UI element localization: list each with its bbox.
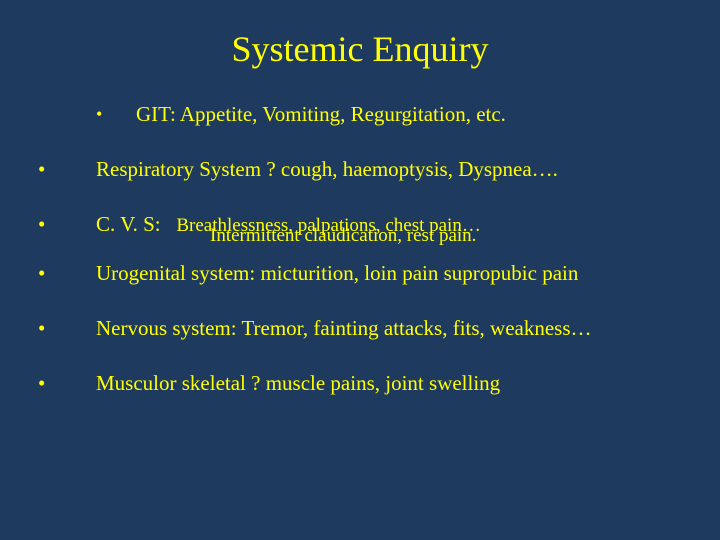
bullet-marker: • bbox=[38, 261, 96, 286]
bullet-marker: • bbox=[38, 371, 96, 396]
slide-title: Systemic Enquiry bbox=[0, 0, 720, 102]
bullet-marker: • bbox=[96, 102, 136, 125]
bullet-text: GIT: Appetite, Vomiting, Regurgitation, … bbox=[136, 102, 690, 127]
bullet-text: Respiratory System ? cough, haemoptysis,… bbox=[96, 157, 690, 182]
bullet-urogenital: • Urogenital system: micturition, loin p… bbox=[38, 261, 690, 286]
bullet-marker: • bbox=[38, 212, 96, 237]
bullet-marker: • bbox=[38, 157, 96, 182]
bullet-text: Musculor skeletal ? muscle pains, joint … bbox=[96, 371, 690, 396]
bullet-text: Nervous system: Tremor, fainting attacks… bbox=[96, 316, 690, 341]
bullet-git: • GIT: Appetite, Vomiting, Regurgitation… bbox=[38, 102, 690, 127]
bullet-musculoskeletal: • Musculor skeletal ? muscle pains, join… bbox=[38, 371, 690, 396]
slide-body: • GIT: Appetite, Vomiting, Regurgitation… bbox=[0, 102, 720, 396]
bullet-marker: • bbox=[38, 316, 96, 341]
bullet-respiratory: • Respiratory System ? cough, haemoptysi… bbox=[38, 157, 690, 182]
bullet-text: Urogenital system: micturition, loin pai… bbox=[96, 261, 690, 286]
bullet-nervous: • Nervous system: Tremor, fainting attac… bbox=[38, 316, 690, 341]
cvs-label: C. V. S: bbox=[96, 212, 161, 236]
